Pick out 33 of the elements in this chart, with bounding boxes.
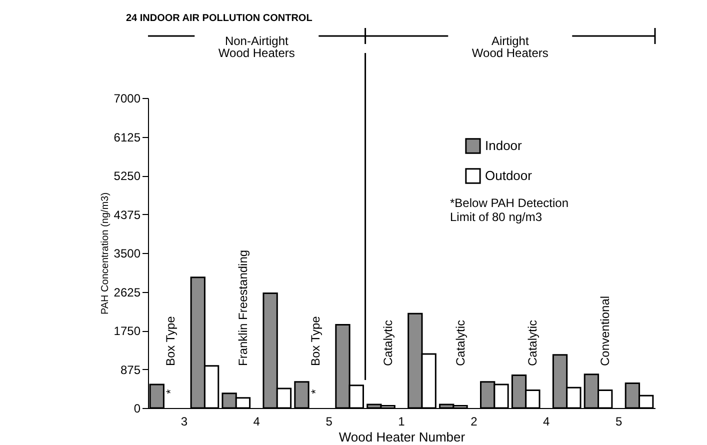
x-tick-label: 4 [543, 414, 550, 428]
annotation: Box Type [308, 316, 322, 366]
x-tick-label: 1 [398, 414, 406, 428]
annotation: *Below PAH Detection Limit of 80 ng/m3 [450, 196, 568, 224]
y-tick-label: 0 [134, 402, 141, 416]
legend-label: Outdoor [485, 168, 533, 183]
x-tick-label: 5 [326, 414, 333, 428]
y-tick-label: 3500 [114, 246, 141, 260]
y-tick-label: 875 [120, 362, 141, 377]
y-tick-label: 5250 [114, 169, 141, 183]
chart-title: 24 INDOOR AIR POLLUTION CONTROL [126, 13, 312, 24]
x-tick-label: 4 [253, 414, 260, 428]
annotation: Conventional [598, 296, 612, 366]
annotation: Catalytic [380, 320, 395, 366]
y-tick-label: 2625 [114, 285, 141, 300]
annotation: Catalytic [526, 320, 540, 366]
legend-label: Indoor [485, 138, 523, 153]
annotation: Franklin Freestanding [236, 250, 250, 366]
x-axis-title: Wood Heater Number [338, 430, 466, 444]
x-tick-label: 2 [470, 414, 478, 428]
y-tick-label: 4375 [114, 208, 141, 222]
text: Airtight Wood Heaters [472, 34, 548, 60]
text: Non-Airtight Wood Heaters [218, 34, 295, 60]
annotation: * [308, 389, 322, 394]
y-tick-label: 1750 [114, 324, 141, 338]
x-tick-label: 3 [180, 414, 188, 428]
annotation: Catalytic [453, 320, 468, 366]
y-tick-label: 6125 [114, 130, 141, 144]
annotation: * [164, 389, 178, 394]
y-axis-title: PAH Concentration (ng/m3) [100, 192, 111, 315]
x-tick-label: 5 [615, 414, 622, 428]
y-tick-label: 7000 [114, 92, 141, 106]
annotation: Box Type [164, 316, 178, 366]
